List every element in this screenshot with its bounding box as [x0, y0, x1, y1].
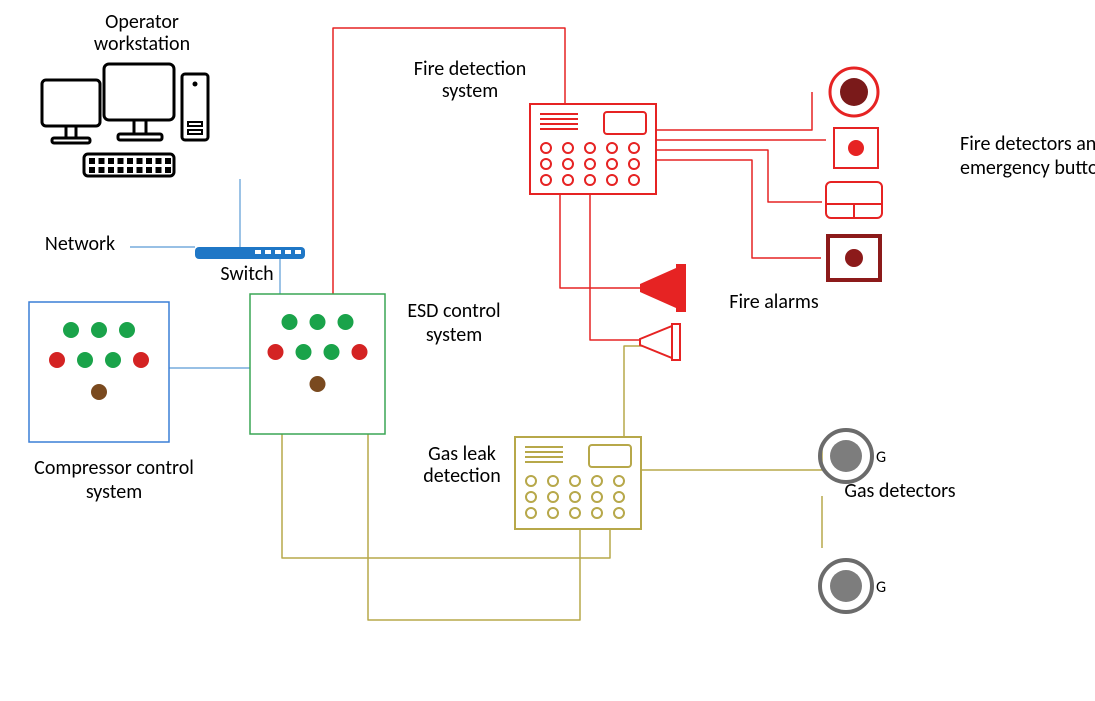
gas-detector-g: G: [876, 578, 886, 597]
esd-label: ESD control: [407, 299, 500, 323]
network-label: Network: [45, 232, 115, 256]
connector-red: [560, 194, 640, 288]
fire-detection-label: Fire detection: [414, 57, 526, 81]
fire-detector-square: [834, 128, 878, 168]
fire-detector-circle: [830, 68, 878, 116]
emergency-button-dark: [828, 236, 880, 280]
network-switch: [195, 247, 305, 259]
gas-leak-label: detection: [423, 464, 500, 488]
gas-leak-label: Gas leak: [428, 442, 496, 466]
esd-control-panel: [250, 294, 385, 434]
gas-detector-1: [820, 430, 872, 482]
gas-detector-g: G: [876, 448, 886, 467]
fire-alarm-red: [640, 264, 686, 312]
gas-detector-2: [820, 560, 872, 612]
connector-red: [590, 194, 640, 340]
fire-detection-label: system: [442, 79, 498, 103]
switch-label: Switch: [220, 262, 273, 286]
fire-detectors-label: Fire detectors and: [960, 132, 1095, 156]
fire-alarm-outline: [640, 324, 680, 360]
esd-label: system: [426, 323, 482, 347]
operator-workstation-label: Operator: [105, 10, 179, 34]
connector-olive: [624, 346, 660, 437]
connector-red: [656, 150, 822, 202]
compressor-control-panel: [29, 302, 169, 442]
connector-olive: [641, 444, 822, 470]
operator-workstation-label: workstation: [94, 32, 190, 56]
fire-alarms-label: Fire alarms: [729, 290, 819, 314]
connector-red: [656, 92, 812, 130]
connector-red: [656, 160, 821, 258]
gas-leak-detection-panel: [515, 437, 641, 529]
compressor-label: Compressor control: [34, 456, 194, 480]
operator-workstation: [42, 64, 208, 176]
fire-detectors-label: emergency buttons: [960, 156, 1095, 180]
compressor-label: system: [86, 480, 142, 504]
emergency-button-split: [826, 182, 882, 218]
gas-detectors-label: Gas detectors: [844, 479, 955, 503]
fire-detection-panel: [530, 104, 656, 194]
